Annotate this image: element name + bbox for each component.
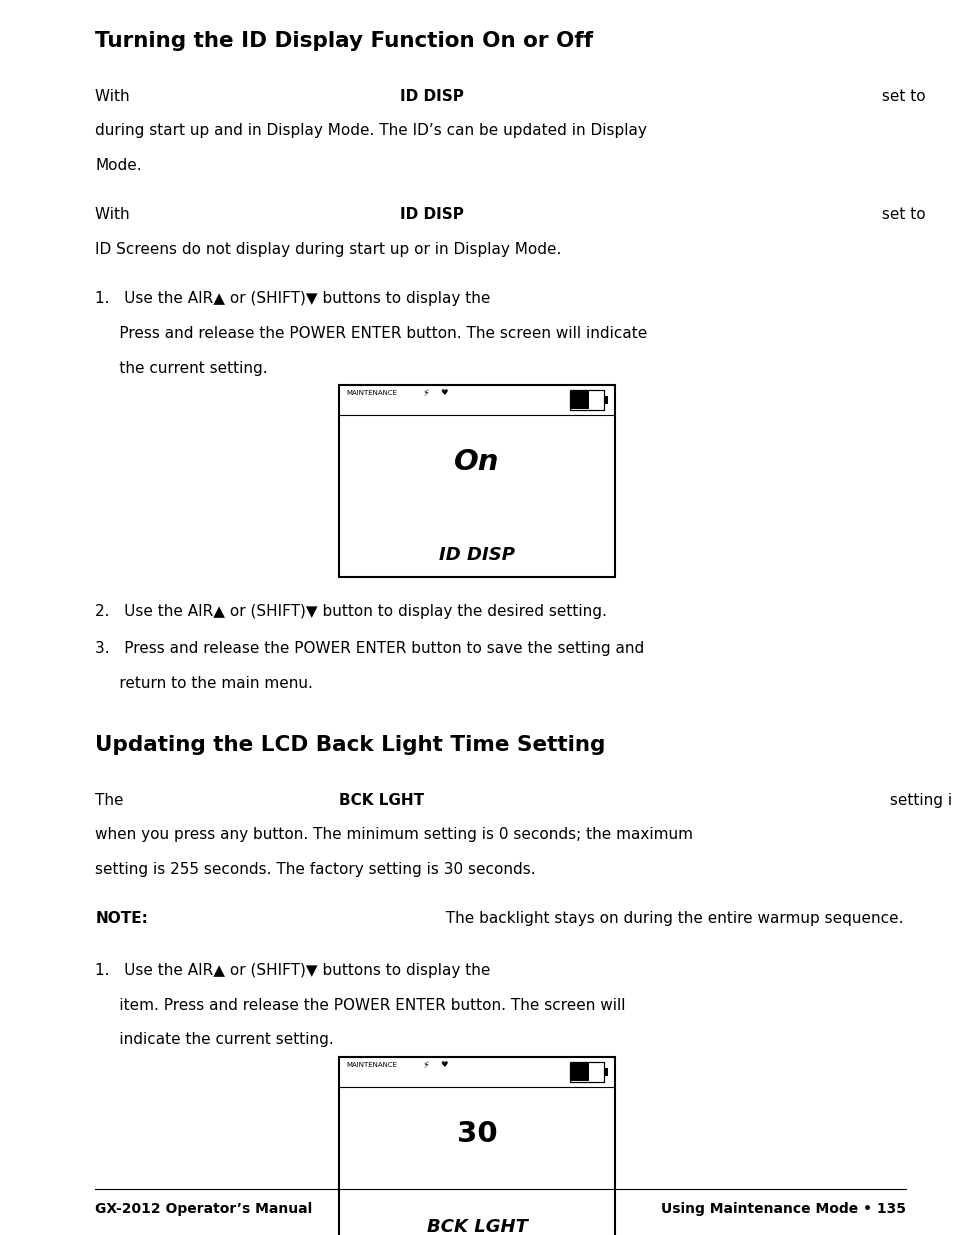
- Bar: [338, 385, 615, 577]
- Text: set to: set to: [876, 89, 930, 104]
- Text: Mode.: Mode.: [95, 158, 142, 173]
- Text: return to the main menu.: return to the main menu.: [95, 676, 313, 690]
- Bar: [603, 1068, 607, 1076]
- Text: setting is 255 seconds. The factory setting is 30 seconds.: setting is 255 seconds. The factory sett…: [95, 862, 536, 877]
- Text: With: With: [95, 89, 134, 104]
- Bar: [603, 396, 607, 404]
- Text: during start up and in Display Mode. The ID’s can be updated in Display: during start up and in Display Mode. The…: [95, 124, 646, 138]
- Bar: [338, 1057, 615, 1235]
- Text: MAINTENANCE: MAINTENANCE: [346, 1062, 396, 1068]
- Text: Using Maintenance Mode • 135: Using Maintenance Mode • 135: [660, 1202, 905, 1215]
- Text: the current setting.: the current setting.: [95, 361, 268, 375]
- Text: NOTE:: NOTE:: [95, 911, 148, 926]
- Text: ID DISP: ID DISP: [399, 207, 463, 222]
- Text: BCK LGHT: BCK LGHT: [338, 793, 423, 808]
- Text: On: On: [454, 448, 499, 477]
- Text: Updating the LCD Back Light Time Setting: Updating the LCD Back Light Time Setting: [95, 735, 605, 755]
- Text: ⚡: ⚡: [422, 1060, 429, 1070]
- Text: With: With: [95, 207, 134, 222]
- Text: ♥: ♥: [439, 1060, 447, 1068]
- Text: MAINTENANCE: MAINTENANCE: [346, 390, 396, 396]
- Text: BCK LGHT: BCK LGHT: [426, 1218, 527, 1235]
- Text: setting indicates the length of time the LCD illuminates: setting indicates the length of time the…: [883, 793, 953, 808]
- Text: 2.   Use the AIR▲ or (SHIFT)▼ button to display the desired setting.: 2. Use the AIR▲ or (SHIFT)▼ button to di…: [95, 604, 607, 619]
- Text: ⚡: ⚡: [422, 388, 429, 398]
- Text: item. Press and release the POWER ENTER button. The screen will: item. Press and release the POWER ENTER …: [95, 998, 625, 1013]
- Text: ♥: ♥: [439, 388, 447, 396]
- Bar: [570, 391, 589, 409]
- Text: 1.   Use the AIR▲ or (SHIFT)▼ buttons to display the: 1. Use the AIR▲ or (SHIFT)▼ buttons to d…: [95, 963, 496, 978]
- Text: 1.   Use the AIR▲ or (SHIFT)▼ buttons to display the: 1. Use the AIR▲ or (SHIFT)▼ buttons to d…: [95, 291, 496, 306]
- Bar: [569, 1062, 603, 1082]
- Bar: [569, 390, 603, 410]
- Text: The: The: [95, 793, 129, 808]
- Text: indicate the current setting.: indicate the current setting.: [95, 1032, 334, 1047]
- Text: ID Screens do not display during start up or in Display Mode.: ID Screens do not display during start u…: [95, 242, 561, 257]
- Text: Press and release the POWER ENTER button. The screen will indicate: Press and release the POWER ENTER button…: [95, 326, 647, 341]
- Text: ID DISP: ID DISP: [438, 546, 515, 564]
- Bar: [570, 1063, 589, 1081]
- Text: Turning the ID Display Function On or Off: Turning the ID Display Function On or Of…: [95, 31, 593, 51]
- Text: ID DISP: ID DISP: [399, 89, 463, 104]
- Text: when you press any button. The minimum setting is 0 seconds; the maximum: when you press any button. The minimum s…: [95, 827, 693, 842]
- Text: GX-2012 Operator’s Manual: GX-2012 Operator’s Manual: [95, 1202, 313, 1215]
- Text: set to: set to: [876, 207, 930, 222]
- Text: 30: 30: [456, 1120, 497, 1149]
- Text: The backlight stays on during the entire warmup sequence.: The backlight stays on during the entire…: [436, 911, 903, 926]
- Text: 3.   Press and release the POWER ENTER button to save the setting and: 3. Press and release the POWER ENTER but…: [95, 641, 644, 656]
